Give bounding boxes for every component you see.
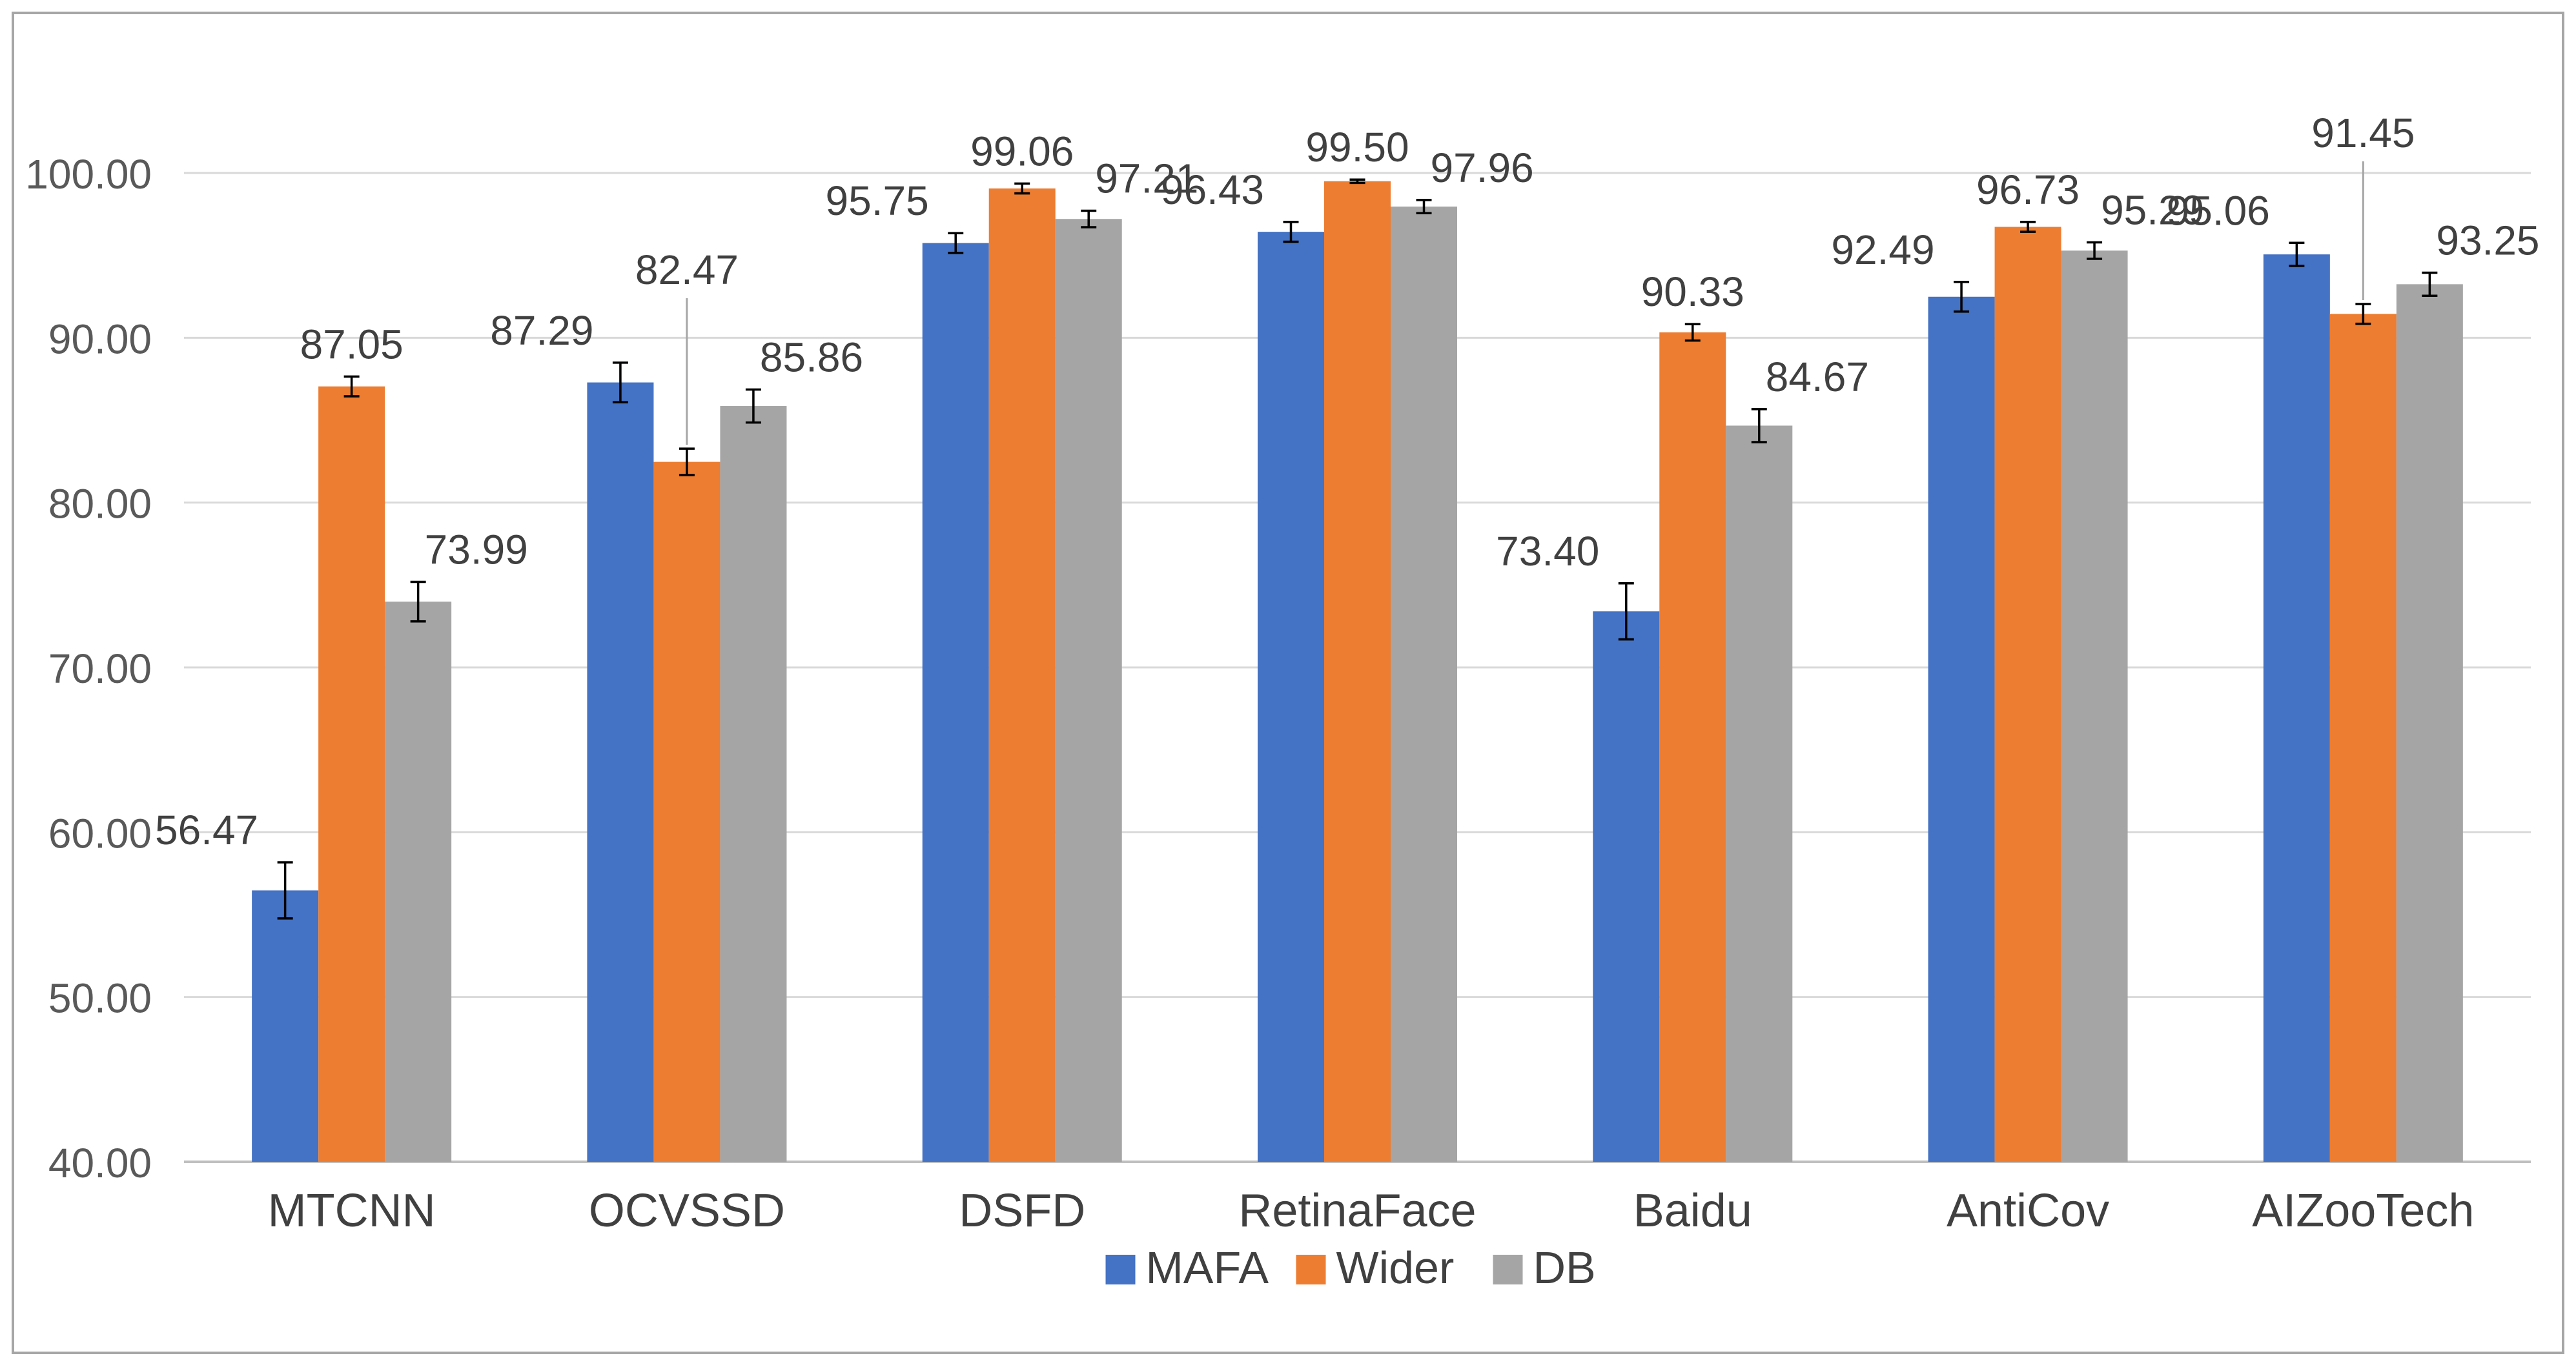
bar-mafa <box>2263 254 2330 1162</box>
x-axis-categories: MTCNN OCVSSD DSFD RetinaFace Baidu AntiCov AIZ… <box>268 1185 2475 1237</box>
error-bar <box>2289 241 2305 267</box>
error-bar <box>1014 182 1030 195</box>
data-label-mafa: 95.75 <box>826 177 929 224</box>
y-tick-label: 50.00 <box>48 975 152 1022</box>
bar-db <box>2061 250 2128 1162</box>
data-label-wider: 96.73 <box>1976 167 2080 213</box>
bar-mafa <box>252 890 319 1162</box>
data-label-mafa: 96.43 <box>1161 167 1264 213</box>
data-label-mafa: 56.47 <box>155 807 258 853</box>
bar-wider <box>653 461 721 1162</box>
error-bar <box>1684 323 1701 342</box>
x-category-label: AIZooTech <box>2252 1185 2474 1237</box>
bar-wider <box>1994 227 2061 1162</box>
bar-mafa <box>587 382 654 1162</box>
x-category-label: Baidu <box>1633 1185 1752 1237</box>
error-bar <box>948 232 964 254</box>
legend-swatch <box>1493 1255 1523 1284</box>
x-category-label: AntiCov <box>1947 1185 2109 1237</box>
data-label-wider: 90.33 <box>1641 269 1744 315</box>
data-label-db: 84.67 <box>1766 354 1869 400</box>
data-label-mafa: 95.06 <box>2167 187 2270 234</box>
data-label-db: 95.29 <box>2101 187 2204 233</box>
x-category-label: MTCNN <box>268 1185 436 1237</box>
error-bar <box>1349 178 1365 185</box>
x-category-label: RetinaFace <box>1238 1185 1476 1237</box>
bar-wider <box>1324 181 1391 1162</box>
error-bar <box>277 861 293 920</box>
data-labels: 56.47 87.05 73.99 87.29 82.47 85.86 95.75 99.06… <box>155 110 2540 853</box>
error-bar <box>1416 199 1432 215</box>
legend-item-mafa: MAFA <box>1105 1242 1269 1293</box>
bar-mafa <box>1928 296 1995 1162</box>
data-label-db: 93.25 <box>2436 217 2539 263</box>
data-label-wider: 99.06 <box>970 128 1074 174</box>
error-bar <box>679 447 695 476</box>
data-label-mafa: 92.49 <box>1831 227 1934 273</box>
data-label-db: 97.96 <box>1431 145 1534 191</box>
bar-mafa <box>1258 232 1324 1162</box>
error-bar <box>1618 582 1634 641</box>
bar-mafa <box>922 243 989 1162</box>
y-tick-label: 60.00 <box>48 810 152 857</box>
data-label-db: 97.21 <box>1095 155 1198 201</box>
data-label-db: 85.86 <box>760 334 863 381</box>
error-bar <box>2355 303 2371 325</box>
y-tick-label: 40.00 <box>48 1140 152 1186</box>
data-label-db: 73.99 <box>425 526 528 573</box>
data-label-wider: 91.45 <box>2311 110 2415 156</box>
legend-label: DB <box>1533 1242 1596 1293</box>
bar-db <box>1391 207 1457 1162</box>
error-bar <box>1751 408 1767 443</box>
error-bar <box>343 375 360 398</box>
legend-label: Wider <box>1336 1242 1455 1293</box>
data-label-wider: 82.47 <box>635 247 739 293</box>
y-tick-label: 80.00 <box>48 481 152 527</box>
bar-db <box>2396 284 2463 1162</box>
bar-db <box>1055 219 1122 1162</box>
error-bar <box>2087 241 2103 260</box>
bar-db <box>1726 425 1793 1162</box>
error-bar <box>410 580 426 623</box>
legend: MAFA Wider DB <box>1105 1242 1596 1293</box>
error-bars <box>277 178 2438 920</box>
legend-swatch <box>1296 1255 1326 1284</box>
y-tick-label: 70.00 <box>48 645 152 692</box>
data-label-mafa: 87.29 <box>490 307 593 354</box>
data-label-wider: 99.50 <box>1305 124 1409 170</box>
bar-wider <box>318 386 385 1162</box>
y-tick-label: 90.00 <box>48 316 152 362</box>
legend-label: MAFA <box>1146 1242 1269 1293</box>
bar-wider <box>1659 332 1726 1162</box>
error-bar <box>1081 209 1097 228</box>
legend-item-db: DB <box>1493 1242 1596 1293</box>
error-bar <box>612 361 628 403</box>
error-bar <box>1954 281 1970 313</box>
error-bar <box>745 388 761 424</box>
bar-wider <box>988 188 1056 1162</box>
x-category-label: OCVSSD <box>589 1185 785 1237</box>
error-bar <box>2422 271 2438 297</box>
error-bar <box>1283 221 1299 243</box>
bar-db <box>385 602 452 1162</box>
error-bar <box>2020 221 2036 233</box>
data-label-wider: 87.05 <box>300 321 404 367</box>
legend-swatch <box>1105 1255 1136 1284</box>
legend-item-wider: Wider <box>1296 1242 1455 1293</box>
bar-wider <box>2329 314 2397 1162</box>
bar-mafa <box>1593 611 1660 1162</box>
x-category-label: DSFD <box>959 1185 1085 1237</box>
data-label-mafa: 73.40 <box>1496 528 1599 574</box>
bar-db <box>720 406 787 1162</box>
bars <box>252 181 2463 1162</box>
y-axis-ticks: 40.00 50.00 60.00 70.00 80.00 90.00 100.00 <box>25 151 152 1186</box>
y-tick-label: 100.00 <box>25 151 152 198</box>
